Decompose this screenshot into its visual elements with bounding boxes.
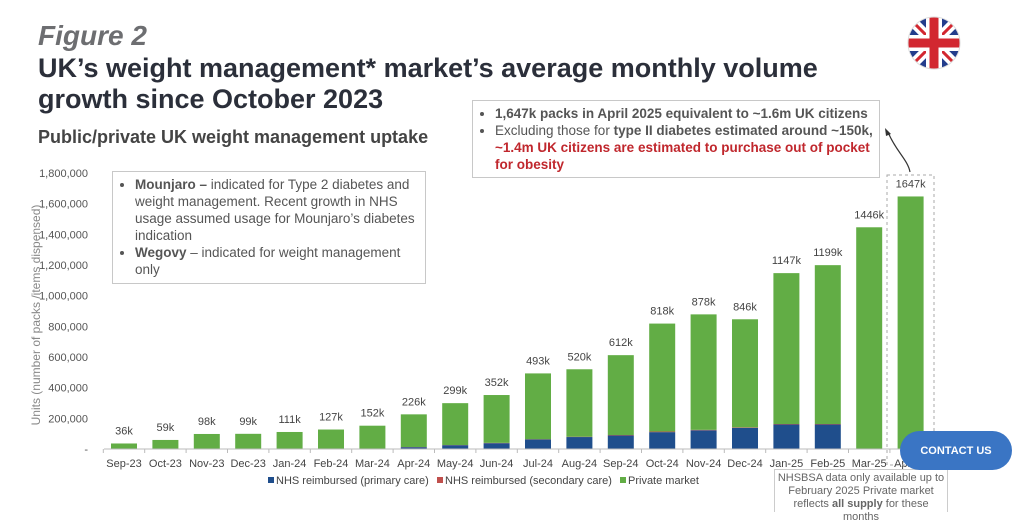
bar-total-label: 1446k: [854, 209, 884, 221]
bar-nhs-reimbursed-primary-care--Nov-24: [691, 430, 717, 449]
y-tick-label: 1,800,000: [39, 168, 88, 180]
contact-us-button[interactable]: CONTACT US: [900, 431, 1012, 470]
y-tick-label: 1,200,000: [39, 260, 88, 272]
legend-label: NHS reimbursed (secondary care): [445, 475, 612, 487]
bar-private-market-Jan-24: [277, 432, 303, 449]
callout-item-1: 1,647k packs in April 2025 equivalent to…: [495, 105, 873, 122]
bar-total-label: 1647k: [896, 178, 926, 190]
bar-private-market-Dec-24: [732, 319, 758, 427]
wegovy-label: Wegovy: [135, 245, 187, 260]
bar-nhs-reimbursed-secondary-care--Oct-24: [649, 432, 675, 433]
bar-private-market-Jun-24: [484, 395, 510, 443]
mounjaro-wegovy-note: Mounjaro – indicated for Type 2 diabetes…: [112, 171, 426, 284]
bar-private-market-Feb-25: [815, 265, 841, 424]
y-axis-label: Units (number of packs /items dispensed): [29, 205, 43, 426]
bar-total-label: 846k: [733, 301, 757, 313]
x-tick-label: Dec-23: [230, 458, 265, 470]
bar-total-label: 818k: [650, 306, 674, 318]
x-tick-label: Sep-24: [603, 458, 638, 470]
mounjaro-label: Mounjaro –: [135, 177, 207, 192]
x-tick-label: Nov-23: [189, 458, 224, 470]
bar-private-market-Jul-24: [525, 373, 551, 439]
bar-private-market-May-24: [442, 403, 468, 445]
x-tick-label: Feb-24: [314, 458, 349, 470]
bar-nhs-reimbursed-primary-care--Jul-24: [525, 439, 551, 449]
bar-private-market-Mar-25: [856, 227, 882, 449]
bar-total-label: 878k: [692, 296, 716, 308]
x-tick-label: Jul-24: [523, 458, 553, 470]
bar-private-market-Apr-24: [401, 414, 427, 447]
arrow-icon: [888, 132, 910, 172]
bar-private-market-Nov-24: [691, 314, 717, 429]
x-tick-label: Aug-24: [562, 458, 597, 470]
bar-private-market-Mar-24: [359, 426, 385, 449]
bar-private-market-Sep-23: [111, 443, 137, 449]
x-tick-label: Dec-24: [727, 458, 762, 470]
legend-swatch: [268, 477, 274, 483]
legend-swatch: [620, 477, 626, 483]
bar-total-label: 36k: [115, 425, 133, 437]
bar-nhs-reimbursed-primary-care--May-24: [442, 445, 468, 449]
bar-total-label: 612k: [609, 337, 633, 349]
bar-nhs-reimbursed-primary-care--Aug-24: [566, 437, 592, 449]
bar-total-label: 1147k: [772, 255, 802, 267]
bar-nhs-reimbursed-primary-care--Oct-24: [649, 432, 675, 449]
x-tick-label: Apr-24: [397, 458, 430, 470]
bar-private-market-Nov-23: [194, 434, 220, 449]
x-tick-label: Jun-24: [480, 458, 514, 470]
y-tick-label: -: [84, 444, 88, 456]
bar-private-market-Dec-23: [235, 434, 261, 449]
bar-total-label: 111k: [278, 414, 301, 426]
y-tick-label: 800,000: [48, 321, 88, 333]
bar-private-market-Aug-24: [566, 369, 592, 436]
x-tick-label: Jan-24: [273, 458, 307, 470]
callout-item-2-bold: type II diabetes estimated around ~150k,: [614, 123, 873, 138]
note-bold: all supply: [832, 498, 883, 510]
y-tick-label: 1,600,000: [39, 199, 88, 211]
x-tick-label: Mar-24: [355, 458, 390, 470]
legend-label: NHS reimbursed (primary care): [276, 475, 429, 487]
bar-private-market-Oct-23: [152, 440, 178, 449]
bar-total-label: 59k: [157, 422, 175, 434]
april-callout: 1,647k packs in April 2025 equivalent to…: [472, 100, 880, 178]
x-tick-label: Oct-23: [149, 458, 182, 470]
bar-total-label: 493k: [526, 355, 550, 367]
bar-nhs-reimbursed-primary-care--Jan-25: [773, 424, 799, 449]
bar-nhs-reimbursed-primary-care--Feb-25: [815, 424, 841, 449]
y-tick-label: 400,000: [48, 383, 88, 395]
callout-item-2-red: ~1.4m UK citizens are estimated to purch…: [495, 140, 870, 172]
y-tick-label: 600,000: [48, 352, 88, 364]
legend-swatch: [437, 477, 443, 483]
x-tick-label: Sep-23: [106, 458, 141, 470]
legend-label: Private market: [628, 475, 699, 487]
callout-item-2-pre: Excluding those for: [495, 123, 614, 138]
bar-total-label: 98k: [198, 416, 216, 428]
y-tick-label: 1,400,000: [39, 229, 88, 241]
bar-private-market-Apr-25: [898, 196, 924, 449]
y-tick-label: 1,000,000: [39, 291, 88, 303]
bar-total-label: 152k: [360, 408, 384, 420]
y-tick-label: 200,000: [48, 413, 88, 425]
x-tick-label: Nov-24: [686, 458, 721, 470]
nhsbsa-footnote: NHSBSA data only available up to Februar…: [774, 469, 948, 512]
bar-total-label: 352k: [485, 377, 509, 389]
bar-nhs-reimbursed-primary-care--Sep-24: [608, 436, 634, 449]
bar-total-label: 127k: [319, 412, 343, 424]
chart-legend: NHS reimbursed (primary care) NHS reimbur…: [268, 475, 699, 487]
bar-private-market-Jan-25: [773, 273, 799, 424]
bar-private-market-Feb-24: [318, 430, 344, 449]
bar-total-label: 299k: [443, 385, 467, 397]
bar-nhs-reimbursed-primary-care--Jun-24: [484, 443, 510, 449]
bar-private-market-Sep-24: [608, 355, 634, 435]
bar-nhs-reimbursed-primary-care--Dec-24: [732, 428, 758, 449]
x-tick-label: Oct-24: [646, 458, 679, 470]
bar-total-label: 99k: [239, 416, 257, 428]
x-tick-label: May-24: [437, 458, 474, 470]
bar-private-market-Oct-24: [649, 324, 675, 432]
bar-total-label: 1199k: [813, 247, 843, 259]
bar-total-label: 226k: [402, 396, 426, 408]
bar-total-label: 520k: [567, 351, 591, 363]
